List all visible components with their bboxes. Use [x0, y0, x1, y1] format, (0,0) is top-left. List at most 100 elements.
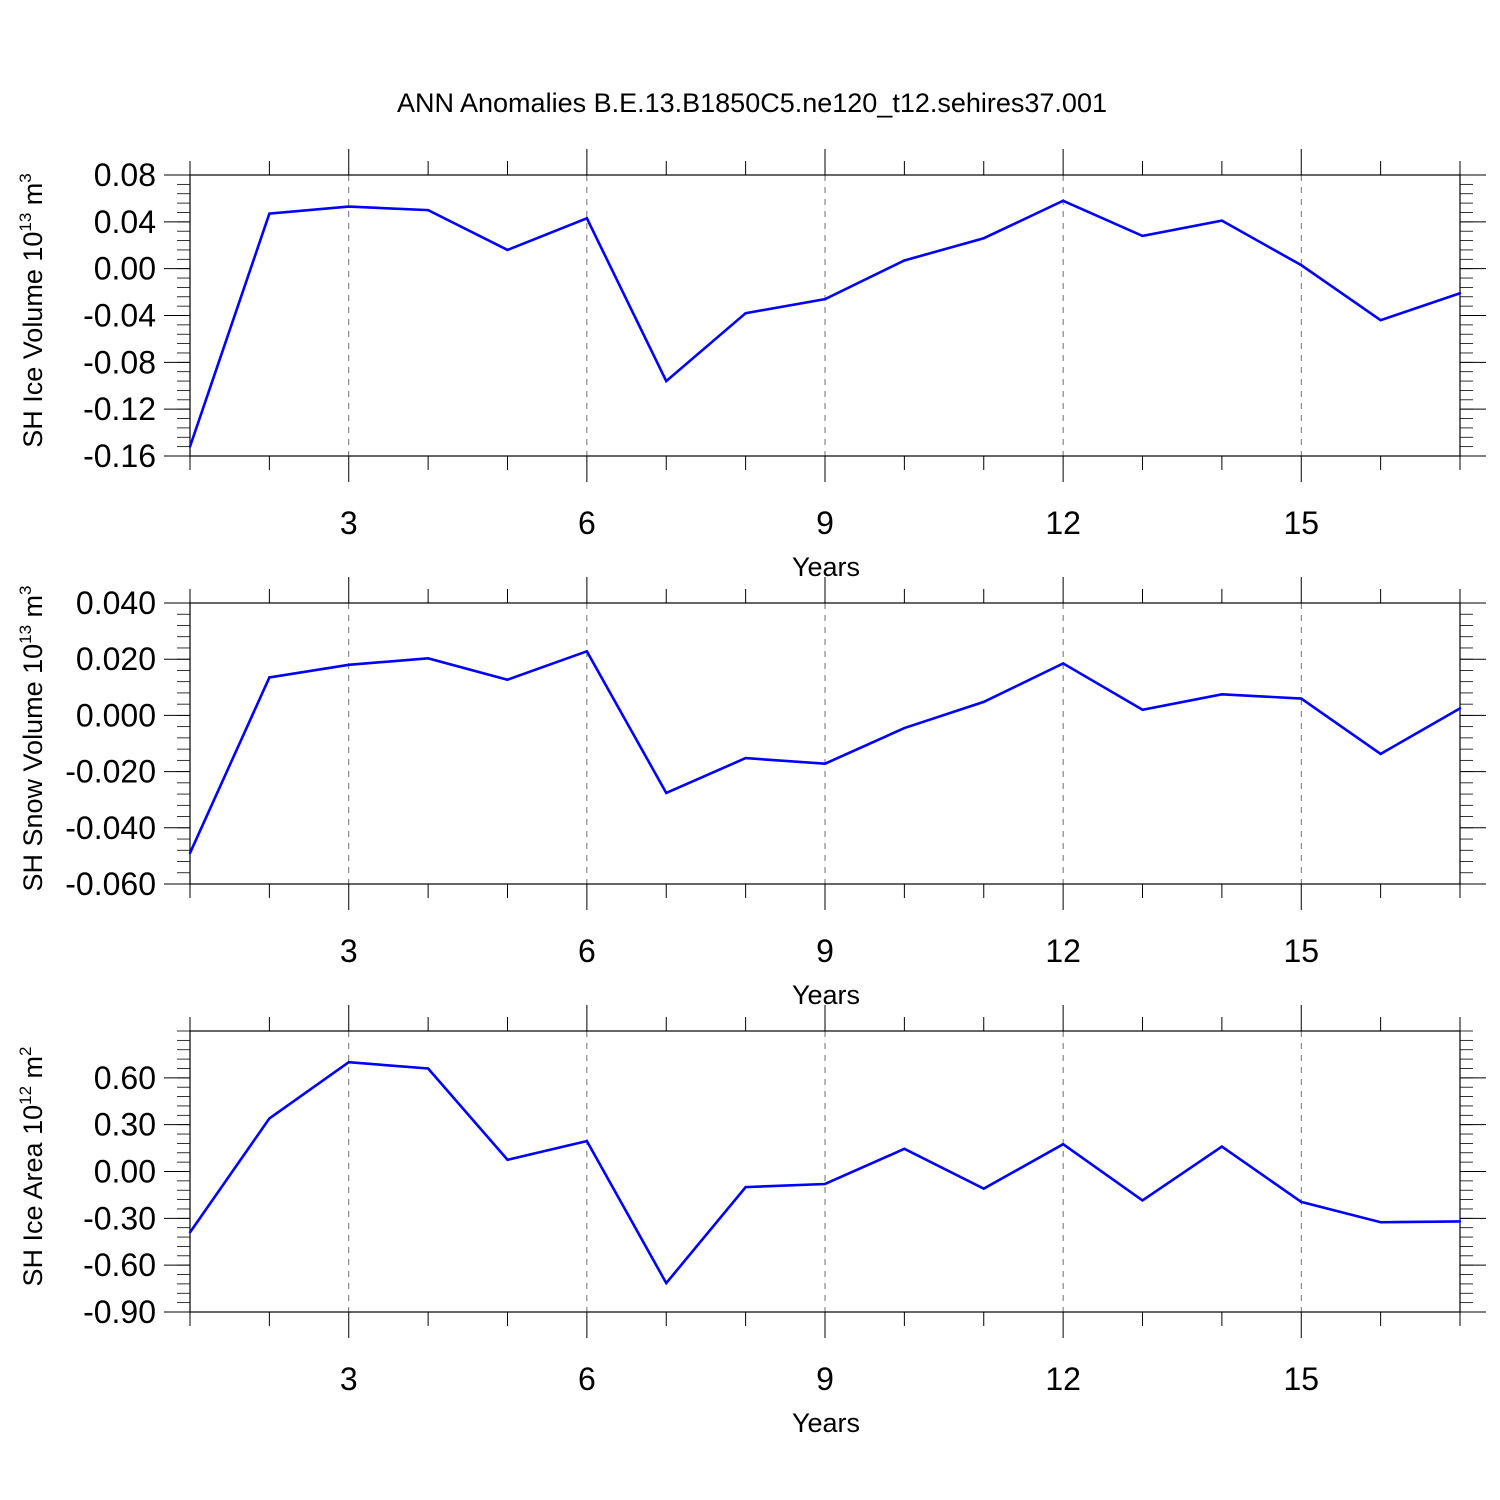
data-point	[1379, 1221, 1382, 1224]
data-point	[1300, 263, 1303, 267]
data-point	[982, 1187, 985, 1190]
y-tick-label: 0.020	[76, 641, 156, 677]
data-point	[347, 1061, 350, 1064]
y-tick-label: 0.000	[76, 697, 156, 733]
data-point	[665, 1281, 668, 1285]
data-point	[1300, 1200, 1303, 1204]
panel-2: -0.060 -0.040 -0.020 0.000 0.020 0.040 3 6 9 12 15…	[16, 577, 1486, 1010]
data-point	[1220, 1145, 1224, 1148]
x-tick-label: 15	[1283, 505, 1319, 541]
data-point	[823, 762, 827, 765]
data-point	[744, 311, 747, 315]
data-point	[665, 791, 668, 795]
data-point	[1061, 662, 1065, 665]
data-point	[426, 1067, 430, 1070]
data-point	[1141, 1199, 1144, 1202]
x-tick-label: 9	[816, 505, 834, 541]
data-point	[665, 379, 668, 383]
x-tick-label: 3	[340, 933, 358, 969]
y-axis-label-unit-exponent: 3	[16, 585, 35, 594]
data-point	[903, 1147, 906, 1151]
y-axis-label: SH Snow Volume 1013 m3	[16, 585, 48, 891]
y-tick-label: 0.040	[76, 585, 156, 621]
data-point	[823, 297, 827, 301]
y-axis-label-unit-exponent: 2	[16, 1047, 35, 1056]
data-point	[1141, 708, 1144, 711]
data-point	[1458, 292, 1462, 295]
y-tick-label: -0.30	[83, 1200, 156, 1236]
data-point	[1061, 1142, 1065, 1146]
data-point	[1379, 752, 1382, 756]
data-point	[1061, 199, 1065, 202]
y-tick-label: 0.60	[94, 1060, 156, 1096]
x-tick-label: 12	[1045, 1361, 1081, 1397]
y-tick-label: 0.30	[94, 1107, 156, 1143]
data-point	[347, 205, 350, 208]
x-tick-label: 6	[578, 933, 596, 969]
data-point	[585, 217, 589, 220]
y-tick-label: -0.04	[83, 298, 156, 334]
y-tick-label: 0.00	[94, 251, 156, 287]
y-axis-label-text: SH Ice Volume 10	[18, 232, 48, 448]
x-tick-label: 9	[816, 1361, 834, 1397]
data-point	[744, 1185, 747, 1189]
y-axis-label-exponent: 12	[16, 1086, 35, 1105]
data-point	[1141, 234, 1144, 238]
x-axis-label: Years	[792, 1408, 860, 1438]
data-point	[268, 212, 271, 215]
data-point	[585, 1139, 589, 1143]
data-point	[823, 1182, 827, 1186]
x-tick-label: 3	[340, 1361, 358, 1397]
data-point	[1458, 1220, 1462, 1223]
data-point	[982, 700, 985, 704]
y-tick-label: -0.040	[65, 810, 156, 846]
x-axis-label: Years	[792, 552, 860, 582]
y-axis-label-unit: m	[18, 595, 48, 625]
y-axis-label-exponent: 13	[16, 213, 35, 232]
y-tick-label: -0.60	[83, 1247, 156, 1283]
x-tick-label: 12	[1045, 505, 1081, 541]
data-point	[506, 248, 509, 252]
plot-frame	[189, 174, 1461, 457]
data-point	[506, 1158, 509, 1161]
data-point	[1458, 707, 1462, 710]
data-point	[347, 663, 350, 667]
data-point	[903, 726, 906, 730]
data-point	[506, 678, 509, 681]
y-axis-label-unit-exponent: 3	[16, 173, 35, 182]
data-point	[1300, 697, 1303, 700]
data-point	[982, 237, 985, 240]
data-point	[268, 676, 271, 679]
y-tick-label: -0.12	[83, 391, 156, 427]
data-point	[188, 445, 192, 448]
figure-title: ANN Anomalies B.E.13.B1850C5.ne120_t12.s…	[397, 88, 1107, 118]
y-tick-label: -0.90	[83, 1294, 156, 1330]
data-point	[1379, 318, 1382, 322]
data-point	[188, 1231, 192, 1234]
y-tick-label: -0.020	[65, 754, 156, 790]
y-tick-label: -0.08	[83, 344, 156, 380]
data-point	[426, 208, 430, 212]
y-axis-label-text: SH Snow Volume 10	[18, 644, 48, 892]
x-tick-label: 12	[1045, 933, 1081, 969]
y-tick-label: 0.08	[94, 157, 156, 193]
plot-frame	[189, 602, 1461, 885]
panel-3: -0.90 -0.60 -0.30 0.00 0.30 0.60 3 6 9 12 15 Years S…	[16, 1005, 1486, 1438]
y-axis-label-exponent: 13	[16, 625, 35, 644]
y-axis-label: SH Ice Area 1012 m2	[16, 1047, 48, 1287]
data-point	[426, 657, 430, 660]
data-point	[1220, 219, 1224, 222]
data-point	[188, 851, 192, 855]
data-point	[1220, 693, 1224, 696]
x-tick-label: 6	[578, 505, 596, 541]
data-point	[268, 1117, 271, 1120]
x-axis-label: Years	[792, 980, 860, 1010]
y-tick-label: 0.00	[94, 1154, 156, 1190]
data-point	[585, 650, 589, 653]
y-axis-label-unit: m	[18, 1056, 48, 1086]
panel-1: -0.16 -0.12 -0.08 -0.04 0.00 0.04 0.08 3 6 9 12 15 Y…	[16, 149, 1486, 582]
y-tick-label: -0.16	[83, 438, 156, 474]
plot-frame	[189, 1030, 1461, 1313]
y-tick-label: 0.04	[94, 204, 156, 240]
x-tick-label: 3	[340, 505, 358, 541]
